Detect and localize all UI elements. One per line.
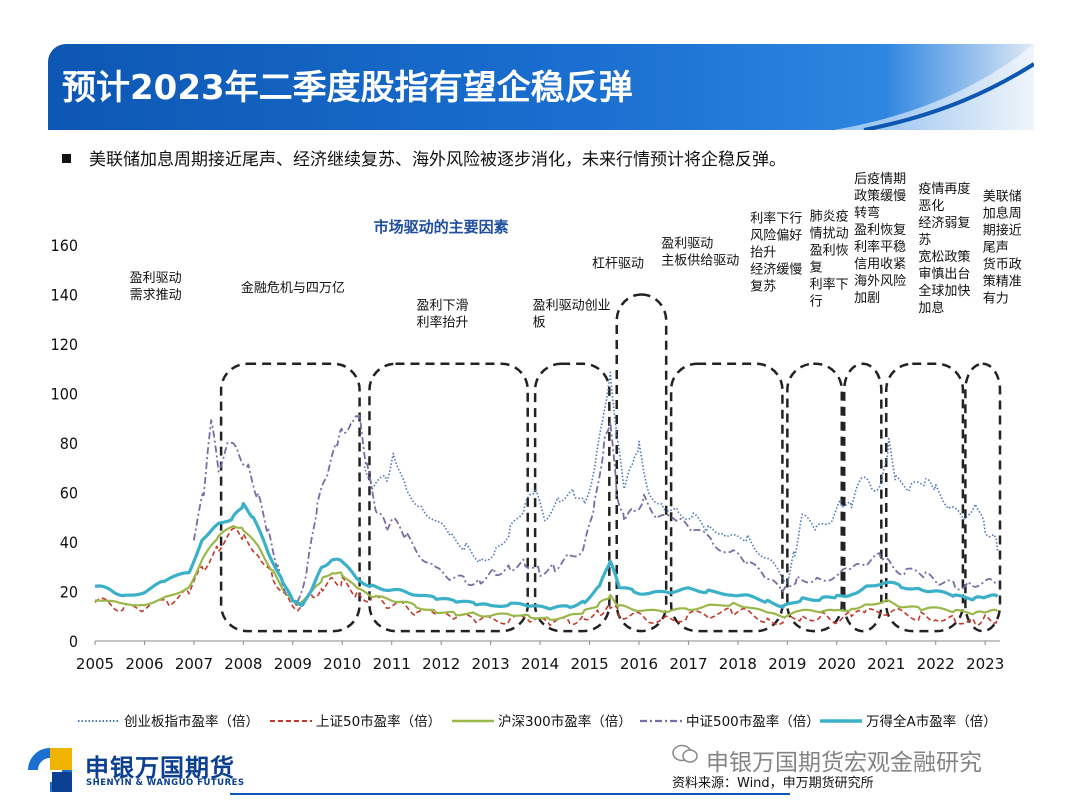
regime-box xyxy=(786,362,843,633)
title-banner: 预计2023年二季度股指有望企稳反弹 xyxy=(48,44,1034,130)
bullet-point: 美联储加息周期接近尾声、经济继续复苏、海外风险被逐步消化，未来行情预计将企稳反弹… xyxy=(62,145,786,170)
bottom-divider xyxy=(230,793,790,795)
y-tick-label: 80 xyxy=(60,434,78,453)
slide-title: 预计2023年二季度股指有望企稳反弹 xyxy=(62,68,633,108)
wechat-icon xyxy=(672,744,698,763)
legend-label: 上证50市盈率（倍） xyxy=(316,713,441,730)
y-tick-label: 0 xyxy=(69,632,78,651)
watermark-text: 申银万国期货宏观金融研究 xyxy=(706,750,982,776)
x-tick-label: 2008 xyxy=(224,655,262,673)
regime-annotation: 金融危机与四万亿 xyxy=(241,280,345,296)
x-tick-label: 2009 xyxy=(274,655,312,673)
regime-box xyxy=(368,362,529,633)
x-tick-label: 2005 xyxy=(76,655,114,673)
y-tick-label: 20 xyxy=(60,583,78,602)
bullet-text: 美联储加息周期接近尾声、经济继续复苏、海外风险被逐步消化，未来行情预计将企稳反弹… xyxy=(89,150,786,170)
series-line xyxy=(193,413,999,606)
regime-annotation: 盈利驱动创业板 xyxy=(533,298,611,330)
regime-annotation: 后疫情期政策缓慢转弯盈利恢复利率平稳信用收紧海外风险加剧 xyxy=(854,171,906,306)
x-tick-label: 2006 xyxy=(125,655,163,673)
y-tick-label: 120 xyxy=(51,335,78,354)
legend-label: 沪深300市盈率（倍） xyxy=(498,713,632,730)
x-tick-label: 2018 xyxy=(719,655,757,673)
regime-box xyxy=(615,293,668,633)
regime-box xyxy=(842,362,883,633)
series-line xyxy=(94,524,999,621)
x-tick-label: 2012 xyxy=(422,655,460,673)
x-tick-label: 2014 xyxy=(521,655,559,673)
y-tick-label: 40 xyxy=(60,533,78,552)
company-name-en: SHENYIN & WANGUO FUTURES xyxy=(86,778,245,788)
regime-box xyxy=(885,362,965,633)
regime-box xyxy=(964,362,1002,633)
y-tick-label: 160 xyxy=(51,236,78,255)
x-tick-label: 2007 xyxy=(175,655,213,673)
company-logo-icon xyxy=(28,748,72,792)
square-bullet-icon xyxy=(62,154,71,163)
regime-annotation: 盈利下滑利率抬升 xyxy=(416,298,468,330)
x-tick-label: 2022 xyxy=(917,655,955,673)
x-tick-label: 2015 xyxy=(570,655,608,673)
regime-annotation: 美联储加息周期接近尾声货币政策精准有力 xyxy=(983,189,1022,306)
regime-annotation: 肺炎疫情扰动盈利恢复利率下行 xyxy=(810,208,849,309)
series-line xyxy=(94,501,999,611)
x-tick-label: 2010 xyxy=(323,655,361,673)
legend-label: 创业板指市盈率（倍） xyxy=(124,713,259,730)
legend-label: 万得全A市盈率（倍） xyxy=(866,713,997,730)
chart-title: 市场驱动的主要因素 xyxy=(374,218,509,236)
regime-annotation: 杠杆驱动 xyxy=(592,255,644,271)
company-name-cn: 申银万国期货 xyxy=(85,754,235,782)
y-tick-label: 100 xyxy=(51,385,78,404)
regime-box xyxy=(219,362,361,633)
x-tick-label: 2019 xyxy=(768,655,806,673)
x-tick-label: 2023 xyxy=(966,655,1004,673)
source-note: 资料来源：Wind，申万期货研究所 xyxy=(672,776,874,791)
x-tick-label: 2021 xyxy=(867,655,905,673)
legend-label: 中证500市盈率（倍） xyxy=(686,713,820,730)
series-line xyxy=(94,527,999,627)
x-tick-label: 2016 xyxy=(620,655,658,673)
series-line xyxy=(363,371,999,585)
regime-annotation: 盈利驱动主板供给驱动 xyxy=(661,236,739,268)
x-tick-label: 2013 xyxy=(472,655,510,673)
x-tick-label: 2011 xyxy=(373,655,411,673)
x-tick-label: 2020 xyxy=(818,655,856,673)
regime-box xyxy=(669,362,784,633)
regime-annotation: 疫情再度恶化经济弱复苏宽松政策审慎出台全球加快加息 xyxy=(918,181,970,316)
regime-annotation: 利率下行风险偏好抬升经济缓慢复苏 xyxy=(750,211,802,295)
regime-annotation: 盈利驱动需求推动 xyxy=(130,271,182,303)
banner-curve-decoration xyxy=(834,44,1034,130)
x-tick-label: 2017 xyxy=(669,655,707,673)
regime-box xyxy=(533,362,611,633)
y-tick-label: 60 xyxy=(60,484,78,503)
y-tick-label: 140 xyxy=(51,286,78,305)
